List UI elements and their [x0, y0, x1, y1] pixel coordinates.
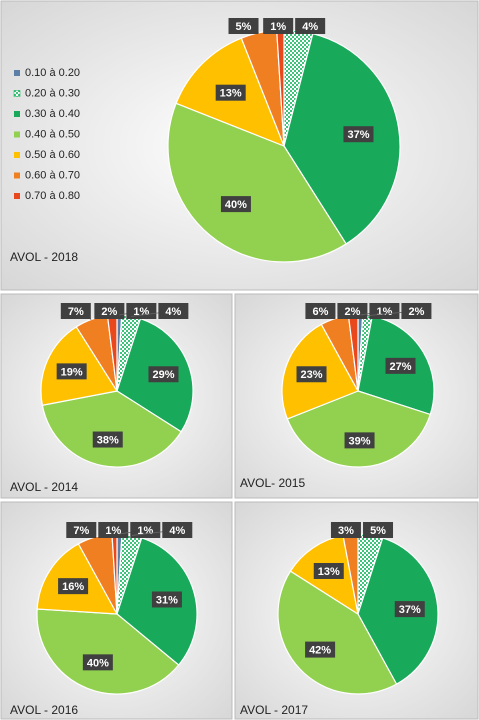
- data-label: 1%: [376, 306, 392, 318]
- label-box: [394, 601, 425, 618]
- data-label: 39%: [349, 435, 371, 447]
- label-box: [344, 432, 375, 449]
- label-box: [330, 522, 361, 538]
- data-label: 13%: [220, 88, 242, 100]
- data-label: 40%: [87, 657, 109, 669]
- label-box: [151, 591, 182, 608]
- label-box: [58, 578, 89, 595]
- legend-label: 0.60 à 0.70: [25, 169, 80, 181]
- data-label: 2%: [408, 306, 424, 318]
- data-label: 16%: [62, 581, 84, 593]
- pie-slice: [36, 608, 180, 695]
- label-box: [385, 357, 416, 374]
- data-label: 23%: [301, 369, 323, 381]
- legend-swatch: [13, 90, 21, 97]
- data-label: 40%: [225, 199, 247, 211]
- label-box: [313, 562, 344, 579]
- data-label: 31%: [156, 594, 178, 606]
- label-box: [215, 84, 246, 101]
- data-label: 5%: [370, 525, 386, 537]
- label-box: [126, 303, 157, 319]
- data-label: 38%: [97, 434, 119, 446]
- label-box: [296, 366, 327, 383]
- label-box: [295, 18, 326, 34]
- label-box: [130, 522, 161, 538]
- pie-slice: [167, 102, 347, 263]
- data-label: 1%: [270, 21, 286, 33]
- label-box: [305, 303, 336, 319]
- data-label: 1%: [105, 525, 121, 537]
- label-box: [56, 363, 87, 380]
- data-label: 29%: [152, 369, 174, 381]
- legend-label: 0.70 à 0.80: [25, 190, 80, 202]
- legend-label: 0.20 à 0.30: [25, 87, 80, 99]
- label-box: [343, 126, 374, 143]
- label-box: [94, 303, 125, 319]
- legend-swatch: [14, 172, 20, 179]
- label-box: [228, 18, 259, 34]
- data-label: 2%: [101, 306, 117, 318]
- data-label: 4%: [169, 525, 185, 537]
- pie-slice: [41, 390, 182, 468]
- data-label: 37%: [347, 129, 369, 141]
- label-box: [401, 303, 432, 319]
- legend-swatch: [14, 193, 20, 199]
- chart-title: AVOL - 2016: [10, 703, 78, 717]
- label-box: [148, 366, 179, 383]
- data-label: 19%: [61, 366, 83, 378]
- label-box: [66, 522, 97, 538]
- label-box: [162, 522, 193, 538]
- data-label: 27%: [390, 361, 412, 373]
- data-label: 7%: [73, 525, 89, 537]
- legend-label: 0.40 à 0.50: [25, 128, 80, 140]
- chart-title: AVOL - 2017: [240, 703, 308, 717]
- label-box: [363, 522, 394, 538]
- data-label: 3%: [338, 525, 354, 537]
- data-label: 4%: [165, 306, 181, 318]
- data-label: 4%: [302, 21, 318, 33]
- chart-title: AVOL- 2015: [240, 476, 305, 490]
- label-box: [92, 431, 123, 448]
- label-box: [337, 303, 368, 319]
- chart-title: AVOL - 2018: [10, 250, 78, 264]
- label-box: [60, 303, 91, 319]
- legend-swatch: [14, 70, 20, 76]
- label-box: [305, 641, 336, 658]
- legend-swatch: [14, 111, 20, 117]
- data-label: 7%: [68, 306, 84, 318]
- legend-label: 0.10 à 0.20: [25, 67, 80, 79]
- label-box: [82, 654, 113, 671]
- data-label: 2%: [344, 306, 360, 318]
- label-box: [263, 18, 294, 34]
- legend-swatch: [14, 152, 20, 158]
- data-label: 1%: [137, 525, 153, 537]
- legend-label: 0.50 à 0.60: [25, 149, 80, 161]
- chart-title: AVOL - 2014: [10, 480, 78, 494]
- data-label: 37%: [399, 604, 421, 616]
- data-label: 42%: [309, 645, 331, 657]
- data-label: 5%: [236, 21, 252, 33]
- pie-slice: [277, 570, 398, 695]
- label-box: [158, 303, 189, 319]
- data-label: 6%: [312, 306, 328, 318]
- legend-label: 0.30 à 0.40: [25, 108, 80, 120]
- legend-swatch: [14, 131, 20, 138]
- label-box: [220, 196, 251, 213]
- data-label: 13%: [318, 566, 340, 578]
- pie-slice: [286, 390, 432, 468]
